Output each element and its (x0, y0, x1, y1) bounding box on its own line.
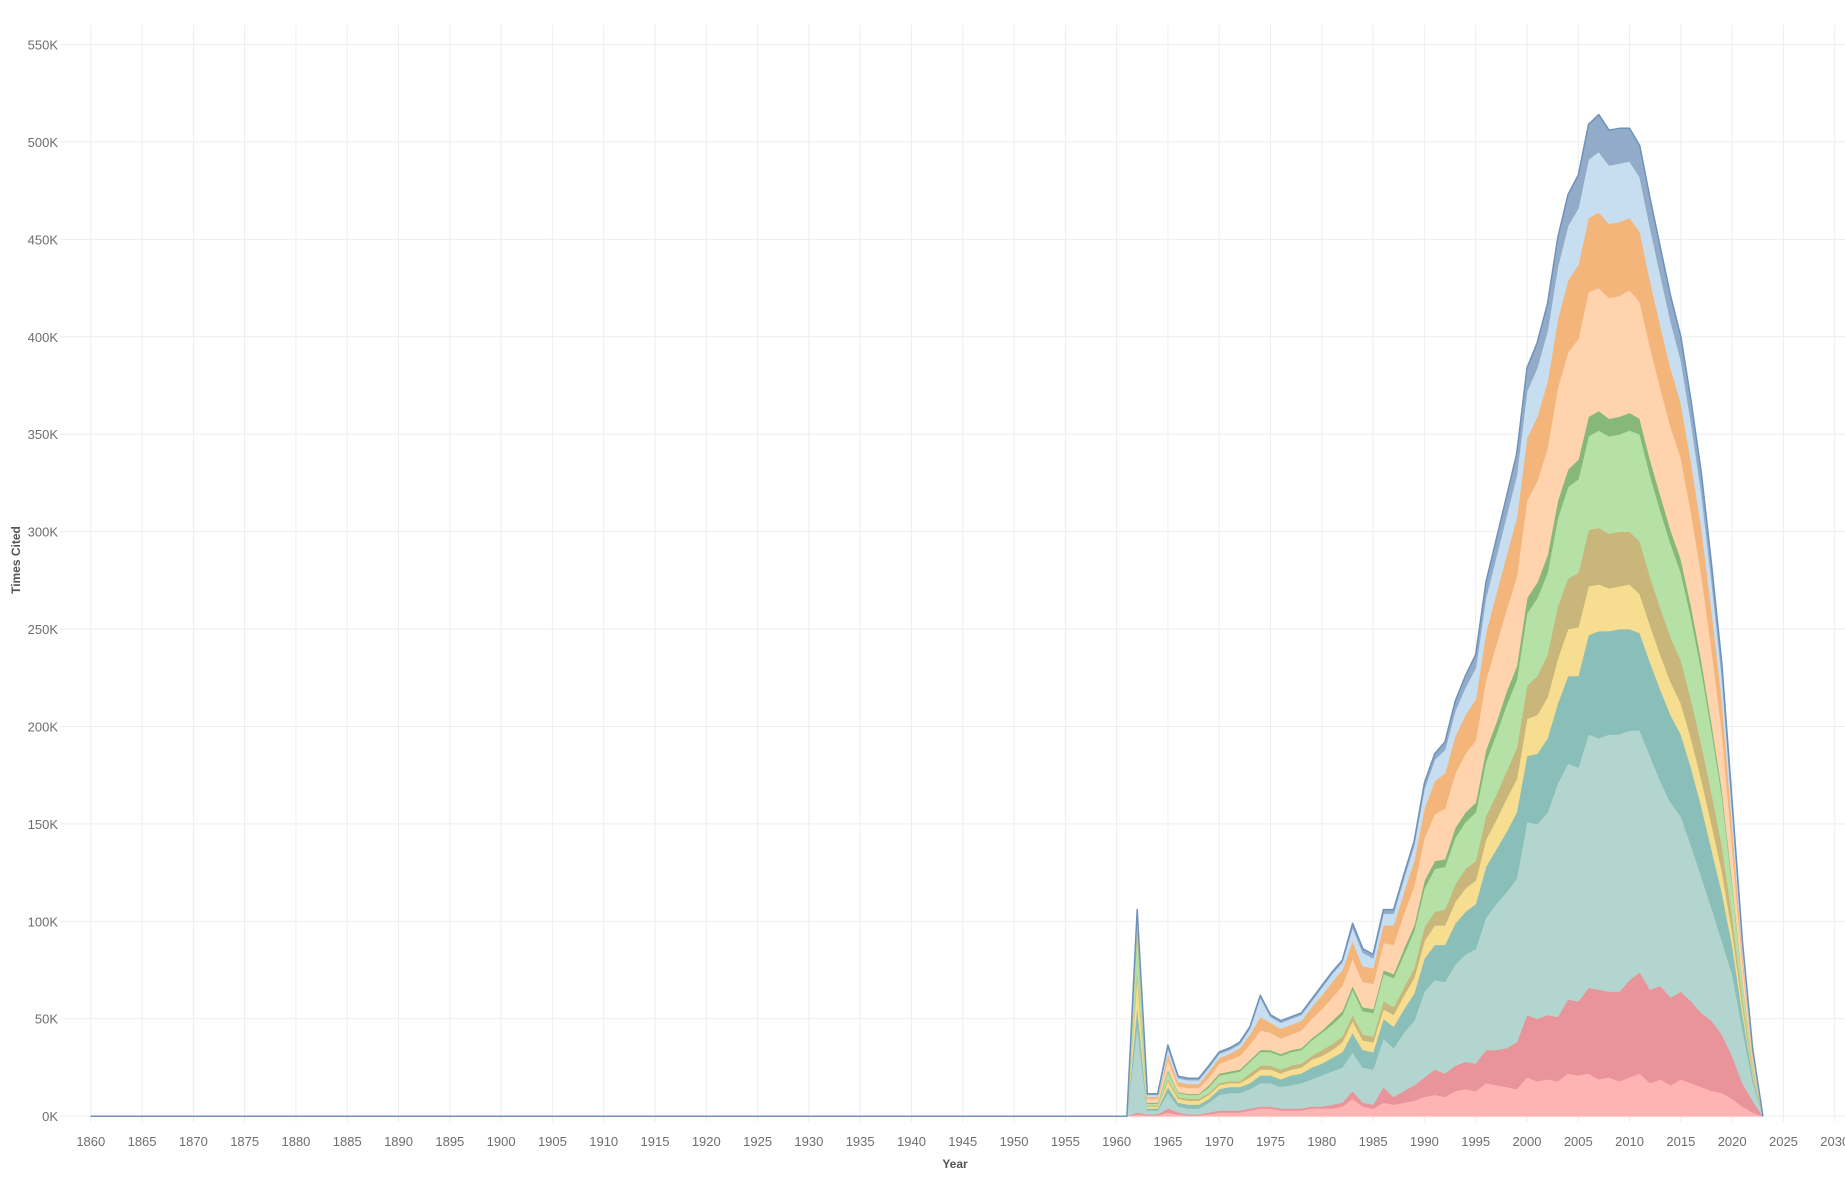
y-tick-label: 450K (28, 232, 59, 247)
y-tick-label: 550K (28, 37, 59, 52)
x-axis: 1860 1865 1870 1875 1880 1885 1890 1895 1900 1905… (76, 1134, 1845, 1149)
x-tick-label: 1950 (1000, 1134, 1029, 1149)
x-tick-label: 1885 (333, 1134, 362, 1149)
x-tick-label: 1970 (1205, 1134, 1234, 1149)
x-tick-label: 1880 (281, 1134, 310, 1149)
y-tick-label: 500K (28, 135, 59, 150)
y-tick-label: 150K (28, 817, 59, 832)
x-tick-label: 1935 (846, 1134, 875, 1149)
y-axis-title: Times Cited (9, 526, 23, 594)
x-tick-label: 1985 (1359, 1134, 1388, 1149)
x-tick-label: 1995 (1461, 1134, 1490, 1149)
y-axis: 0K 50K 100K 150K 200K 250K 300K 350K 400K 450K 500… (28, 37, 59, 1124)
x-tick-label: 1960 (1102, 1134, 1131, 1149)
x-tick-label: 1870 (179, 1134, 208, 1149)
y-tick-label: 0K (42, 1109, 58, 1124)
x-tick-label: 1955 (1051, 1134, 1080, 1149)
x-tick-label: 1910 (589, 1134, 618, 1149)
x-tick-label: 1900 (487, 1134, 516, 1149)
y-tick-label: 400K (28, 330, 59, 345)
x-tick-label: 1990 (1410, 1134, 1439, 1149)
x-tick-label: 1895 (435, 1134, 464, 1149)
y-tick-label: 300K (28, 525, 59, 540)
area-series (90, 113, 1764, 1117)
x-tick-label: 1865 (128, 1134, 157, 1149)
x-tick-label: 1905 (538, 1134, 567, 1149)
x-tick-label: 1945 (948, 1134, 977, 1149)
x-tick-label: 1925 (743, 1134, 772, 1149)
x-tick-label: 1930 (794, 1134, 823, 1149)
y-tick-label: 200K (28, 719, 59, 734)
x-tick-label: 1965 (1153, 1134, 1182, 1149)
y-tick-label: 50K (35, 1012, 58, 1027)
top-outline (90, 113, 1764, 1117)
x-tick-label: 1980 (1307, 1134, 1336, 1149)
x-tick-label: 2020 (1718, 1134, 1747, 1149)
x-axis-title: Year (942, 1157, 968, 1171)
y-tick-label: 350K (28, 427, 59, 442)
x-tick-label: 1890 (384, 1134, 413, 1149)
x-tick-label: 1915 (641, 1134, 670, 1149)
x-tick-label: 2010 (1615, 1134, 1644, 1149)
x-tick-label: 2000 (1513, 1134, 1542, 1149)
x-tick-label: 2015 (1666, 1134, 1695, 1149)
x-tick-label: 1860 (76, 1134, 105, 1149)
y-tick-label: 250K (28, 622, 59, 637)
x-tick-label: 1975 (1256, 1134, 1285, 1149)
x-tick-label: 1875 (230, 1134, 259, 1149)
x-tick-label: 2005 (1564, 1134, 1593, 1149)
x-tick-label: 1940 (897, 1134, 926, 1149)
x-tick-label: 2025 (1769, 1134, 1798, 1149)
x-tick-label: 1920 (692, 1134, 721, 1149)
y-tick-label: 100K (28, 914, 59, 929)
